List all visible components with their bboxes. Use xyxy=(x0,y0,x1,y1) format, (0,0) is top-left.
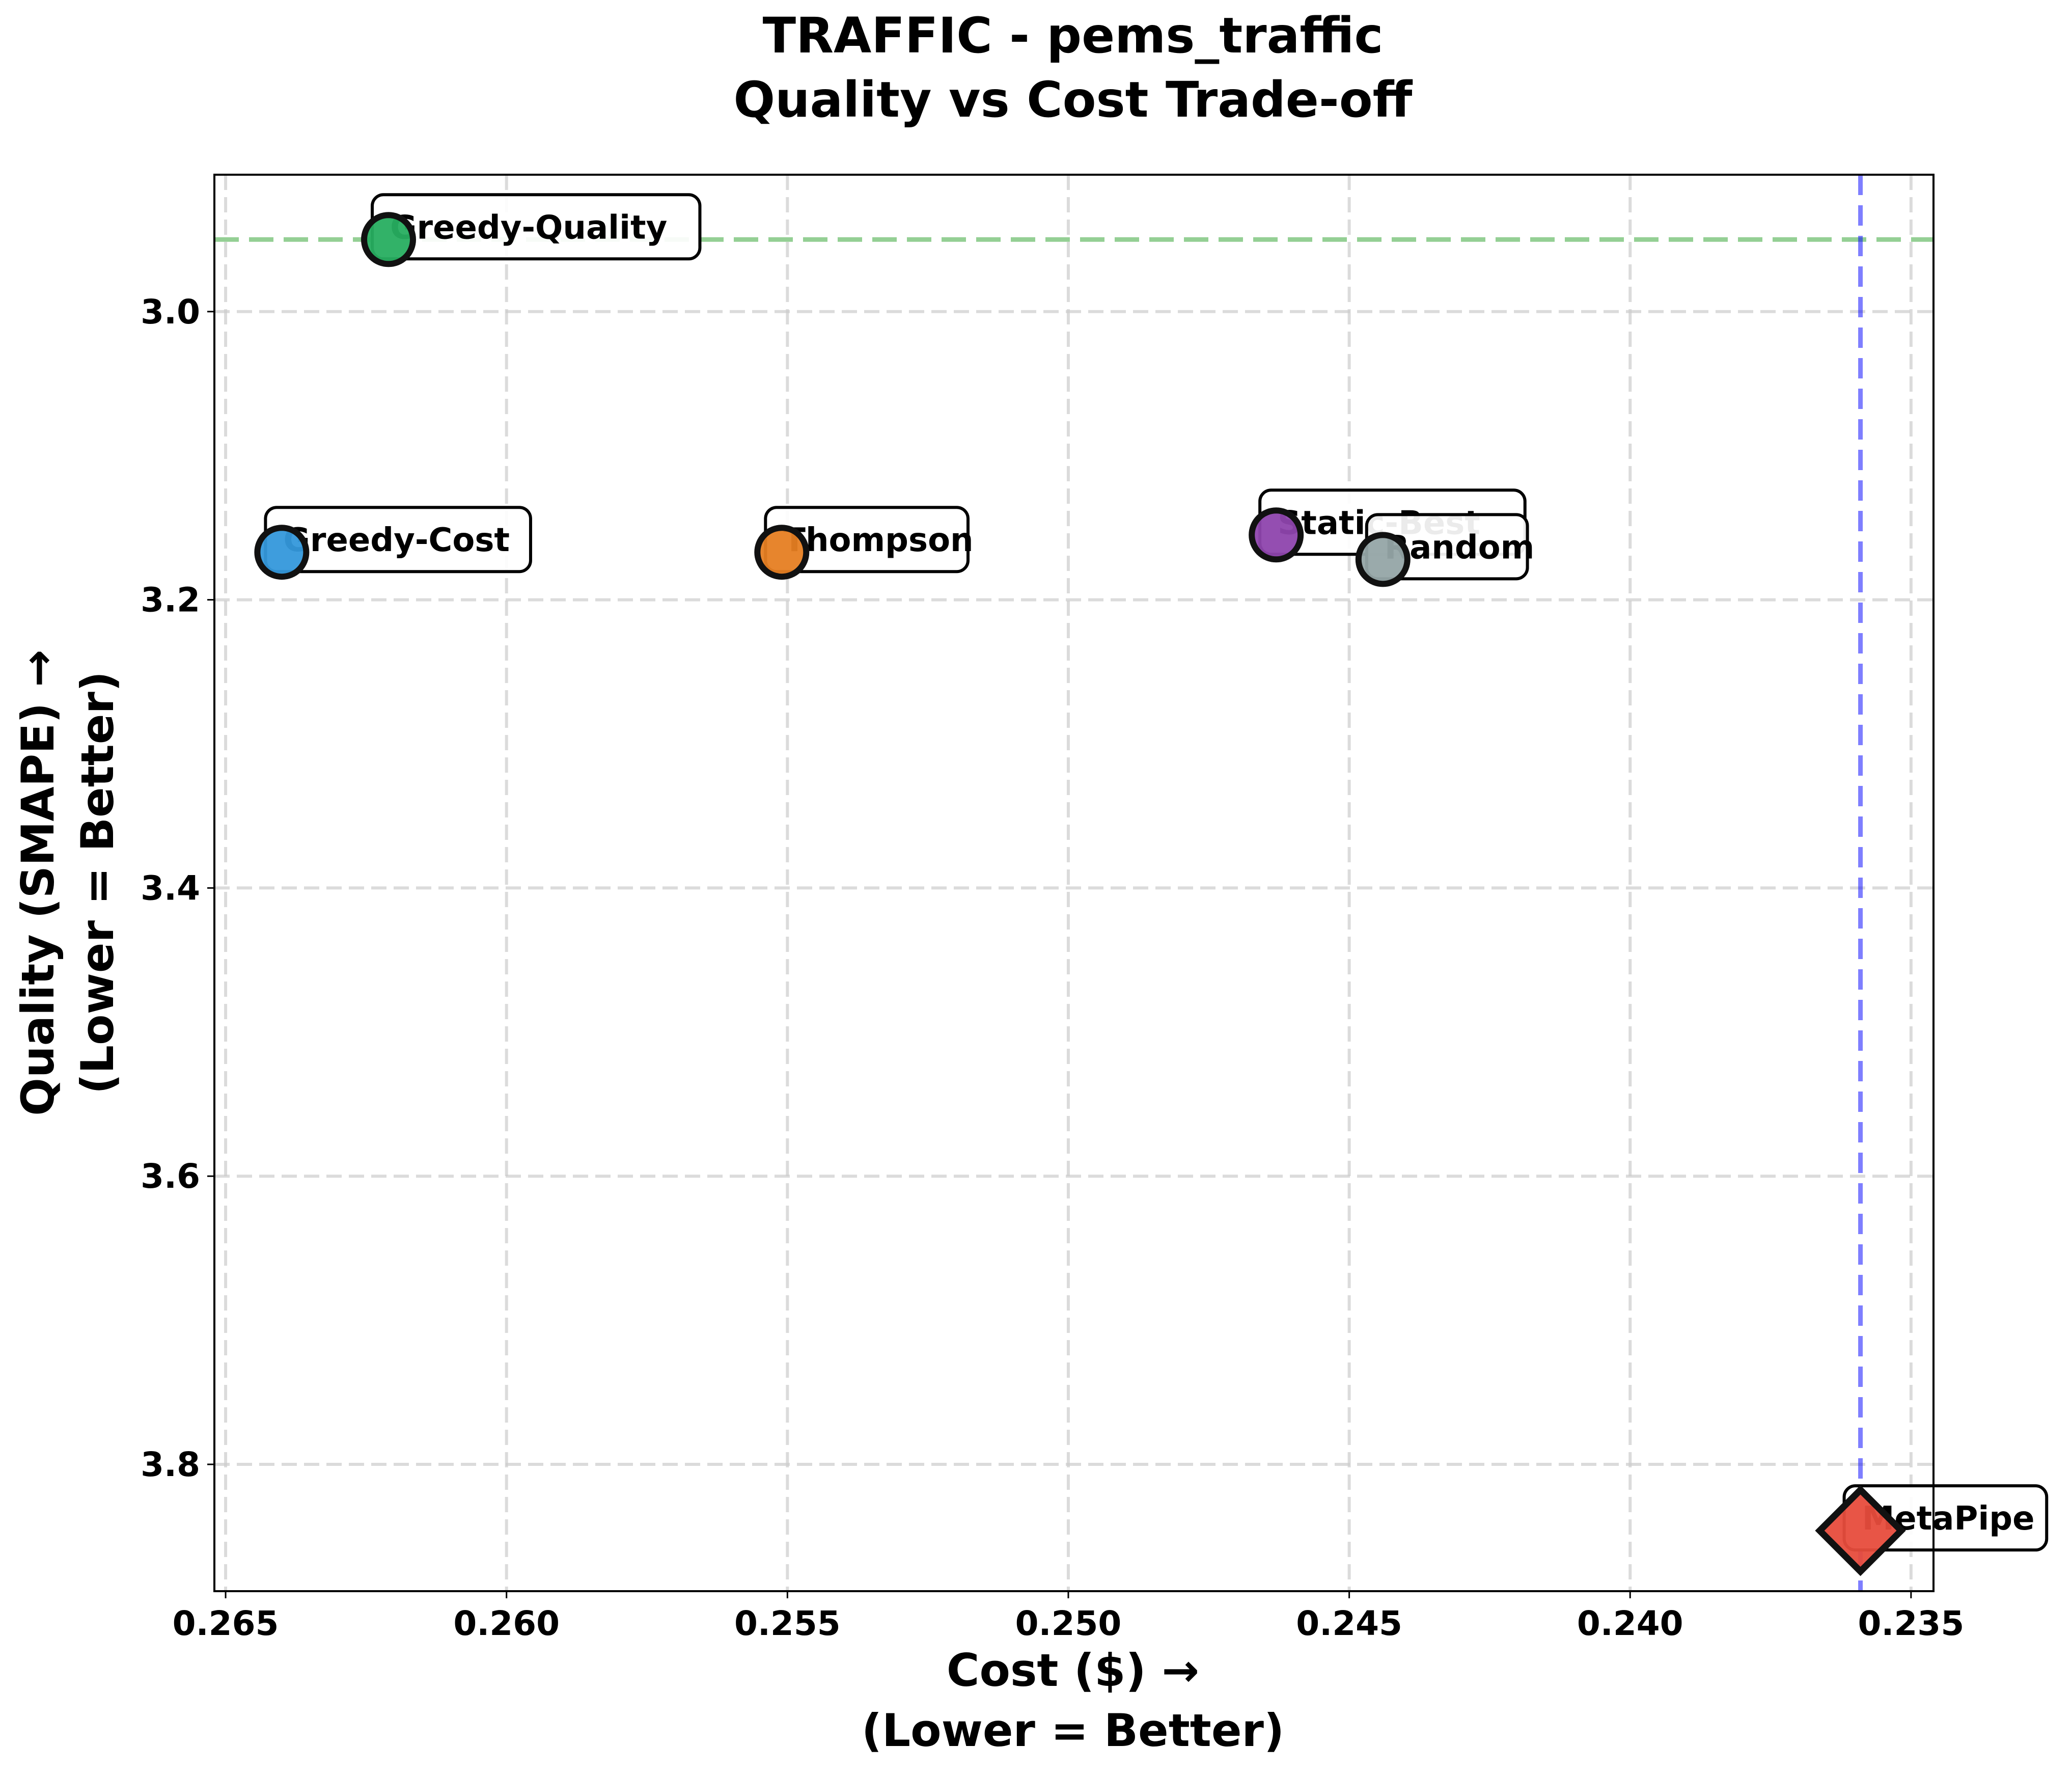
x-tick-label: 0.250 xyxy=(1015,1604,1122,1643)
x-tick-label: 0.245 xyxy=(1296,1604,1402,1643)
thompson-point xyxy=(757,528,806,577)
y-tick-label: 3.4 xyxy=(141,868,200,908)
greedy-quality-label: Greedy-Quality xyxy=(390,209,667,247)
y-tick-label: 3.0 xyxy=(141,292,200,332)
chart-title-line-1: TRAFFIC - pems_traffic xyxy=(763,7,1384,64)
y-axis-label-line-1: Quality (SMAPE) → xyxy=(12,649,64,1116)
y-tick-label: 3.8 xyxy=(141,1445,200,1484)
x-tick-label: 0.240 xyxy=(1577,1604,1683,1643)
x-tick-label: 0.235 xyxy=(1858,1604,1964,1643)
y-axis-label-line-2: (Lower = Better) xyxy=(71,671,124,1094)
y-tick-label: 3.2 xyxy=(141,581,200,620)
x-axis-label-line-1: Cost ($) → xyxy=(947,1644,1199,1697)
y-tick-label: 3.6 xyxy=(141,1157,200,1196)
greedy-cost-label: Greedy-Cost xyxy=(283,522,510,559)
random-point xyxy=(1359,535,1407,584)
greedy-quality-point xyxy=(364,215,413,264)
x-tick-label: 0.265 xyxy=(173,1604,279,1643)
x-tick-label: 0.255 xyxy=(734,1604,841,1643)
chart-title-line-2: Quality vs Cost Trade-off xyxy=(734,71,1413,128)
x-tick-label: 0.260 xyxy=(453,1604,560,1643)
plot-area xyxy=(214,175,1933,1591)
thompson-label: Thompson xyxy=(783,522,973,559)
static-best-point xyxy=(1252,510,1301,559)
greedy-cost-point xyxy=(257,528,306,577)
x-axis-label-line-2: (Lower = Better) xyxy=(862,1704,1284,1757)
